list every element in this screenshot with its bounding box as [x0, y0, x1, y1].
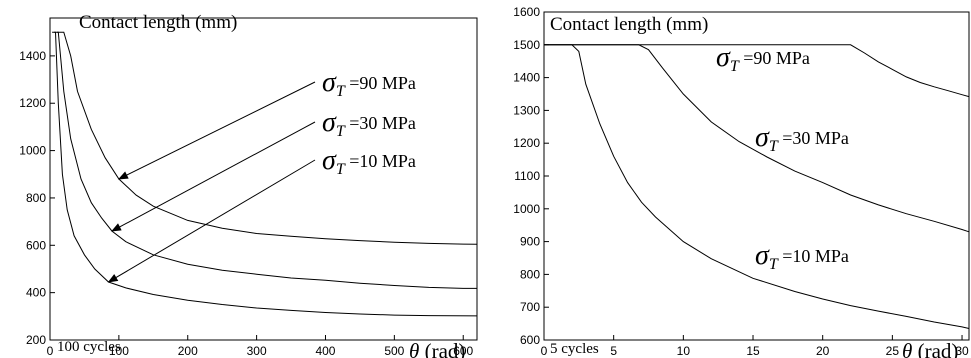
right-label-sigma-10: σT =10 MPa: [755, 240, 849, 273]
right-label-sigma-10-text: =10 MPa: [778, 246, 849, 266]
right-label-sigma-90-sub: T: [730, 58, 740, 75]
right-label-sigma-90-text: =90 MPa: [739, 48, 810, 68]
right-series-line-sigma-30: [544, 44, 970, 233]
left-series-line-sigma-90: [56, 31, 478, 245]
left-label-sigma-30-sub: T: [336, 123, 346, 140]
left-x-tick-label: 500: [384, 344, 404, 358]
left-label-sigma-90-symbol: σ: [322, 67, 337, 98]
left-chart: 0 100 200 300 400 500 600 200 400 600 800 1000 1200 1…: [19, 12, 478, 358]
left-chart-title: Contact length (mm): [79, 12, 237, 33]
left-label-sigma-30-symbol: σ: [322, 107, 337, 138]
left-arrow-sigma-10: [107, 159, 316, 283]
right-y-tick-label: 1500: [513, 38, 540, 52]
left-label-sigma-90-text: =90 MPa: [345, 73, 416, 93]
left-label-sigma-10: σT =10 MPa: [322, 145, 416, 178]
left-arrow-sigma-30: [111, 121, 316, 232]
left-y-tick-label: 1400: [19, 49, 46, 63]
left-label-sigma-10-sub: T: [336, 161, 346, 178]
left-x-axis-label: θ (rad): [409, 339, 465, 358]
right-y-tick-label: 1200: [513, 136, 540, 150]
left-x-tick-label: 0: [47, 344, 54, 358]
right-series-line-sigma-10: [544, 44, 970, 329]
right-label-sigma-90: σT =90 MPa: [716, 42, 810, 75]
right-x-axis-label: θ (rad): [902, 339, 958, 358]
left-label-sigma-30: σT =30 MPa: [322, 107, 416, 140]
right-label-sigma-90-symbol: σ: [716, 42, 731, 73]
left-label-sigma-90: σT =90 MPa: [322, 67, 416, 100]
left-y-tick-label: 400: [26, 286, 46, 300]
right-x-tick-label: 15: [746, 344, 760, 358]
left-label-sigma-90-sub: T: [336, 83, 346, 100]
left-series: [52, 31, 478, 317]
right-y-tick-label: 1600: [513, 5, 540, 19]
left-y-tick-label: 1000: [19, 144, 46, 158]
left-label-sigma-30-text: =30 MPa: [345, 113, 416, 133]
left-arrow-sigma-90: [117, 81, 316, 180]
right-x-tick-label: 0: [541, 344, 548, 358]
left-ticks: 0 100 200 300 400 500 600 200 400 600 800 1000 1200 1…: [19, 49, 473, 358]
right-label-sigma-10-sub: T: [769, 256, 779, 273]
right-y-tick-label: 700: [520, 300, 540, 314]
right-x-axis-unit: (rad): [912, 339, 958, 358]
right-cycles-annotation: 5 cycles: [550, 341, 599, 357]
right-y-tick-label: 900: [520, 235, 540, 249]
left-x-tick-label: 400: [315, 344, 335, 358]
left-cycles-annotation: 100 cycles: [57, 339, 121, 355]
right-label-sigma-30-sub: T: [769, 138, 779, 155]
left-arrows: [107, 81, 316, 283]
right-y-tick-label: 1400: [513, 71, 540, 85]
left-series-line-sigma-30: [54, 31, 477, 289]
left-plot-frame: [49, 17, 478, 341]
left-series-line-sigma-10: [52, 31, 478, 317]
left-x-tick-label: 300: [247, 344, 267, 358]
right-series-line-sigma-90: [544, 44, 970, 98]
left-x-tick-label: 600: [453, 344, 473, 358]
right-y-tick-label: 1300: [513, 103, 540, 117]
left-label-sigma-10-text: =10 MPa: [345, 151, 416, 171]
left-x-tick-label: 200: [178, 344, 198, 358]
right-x-tick-label: 30: [955, 344, 969, 358]
right-y-tick-label: 1100: [514, 169, 540, 183]
right-x-tick-label: 20: [816, 344, 830, 358]
right-label-sigma-30: σT =30 MPa: [755, 122, 849, 155]
right-x-tick-label: 5: [610, 344, 617, 358]
left-y-tick-label: 1200: [19, 96, 46, 110]
left-y-tick-label: 600: [26, 238, 46, 252]
left-y-tick-label: 800: [26, 191, 46, 205]
left-x-axis-unit: (rad): [419, 339, 465, 358]
right-label-sigma-10-symbol: σ: [755, 240, 770, 271]
right-ticks: 0 5 10 15 20 25 30 600 700 800 900 1000 1100 1200 1300…: [513, 5, 969, 358]
right-x-axis-symbol: θ: [902, 339, 912, 358]
left-label-sigma-10-symbol: σ: [322, 145, 337, 176]
right-x-tick-label: 25: [886, 344, 900, 358]
right-x-tick-label: 10: [677, 344, 691, 358]
right-label-sigma-30-symbol: σ: [755, 122, 770, 153]
right-chart-title: Contact length (mm): [550, 14, 708, 35]
left-x-axis-symbol: θ: [409, 339, 419, 358]
right-y-tick-label: 600: [520, 333, 540, 347]
left-y-tick-label: 200: [26, 333, 46, 347]
right-series: [544, 44, 970, 329]
right-label-sigma-30-text: =30 MPa: [778, 128, 849, 148]
right-y-tick-label: 1000: [513, 202, 540, 216]
right-chart: 0 5 10 15 20 25 30 600 700 800 900 1000 1100 1200 1300…: [513, 5, 970, 358]
left-x-tick-label: 100: [109, 344, 129, 358]
right-y-tick-label: 800: [520, 267, 540, 281]
